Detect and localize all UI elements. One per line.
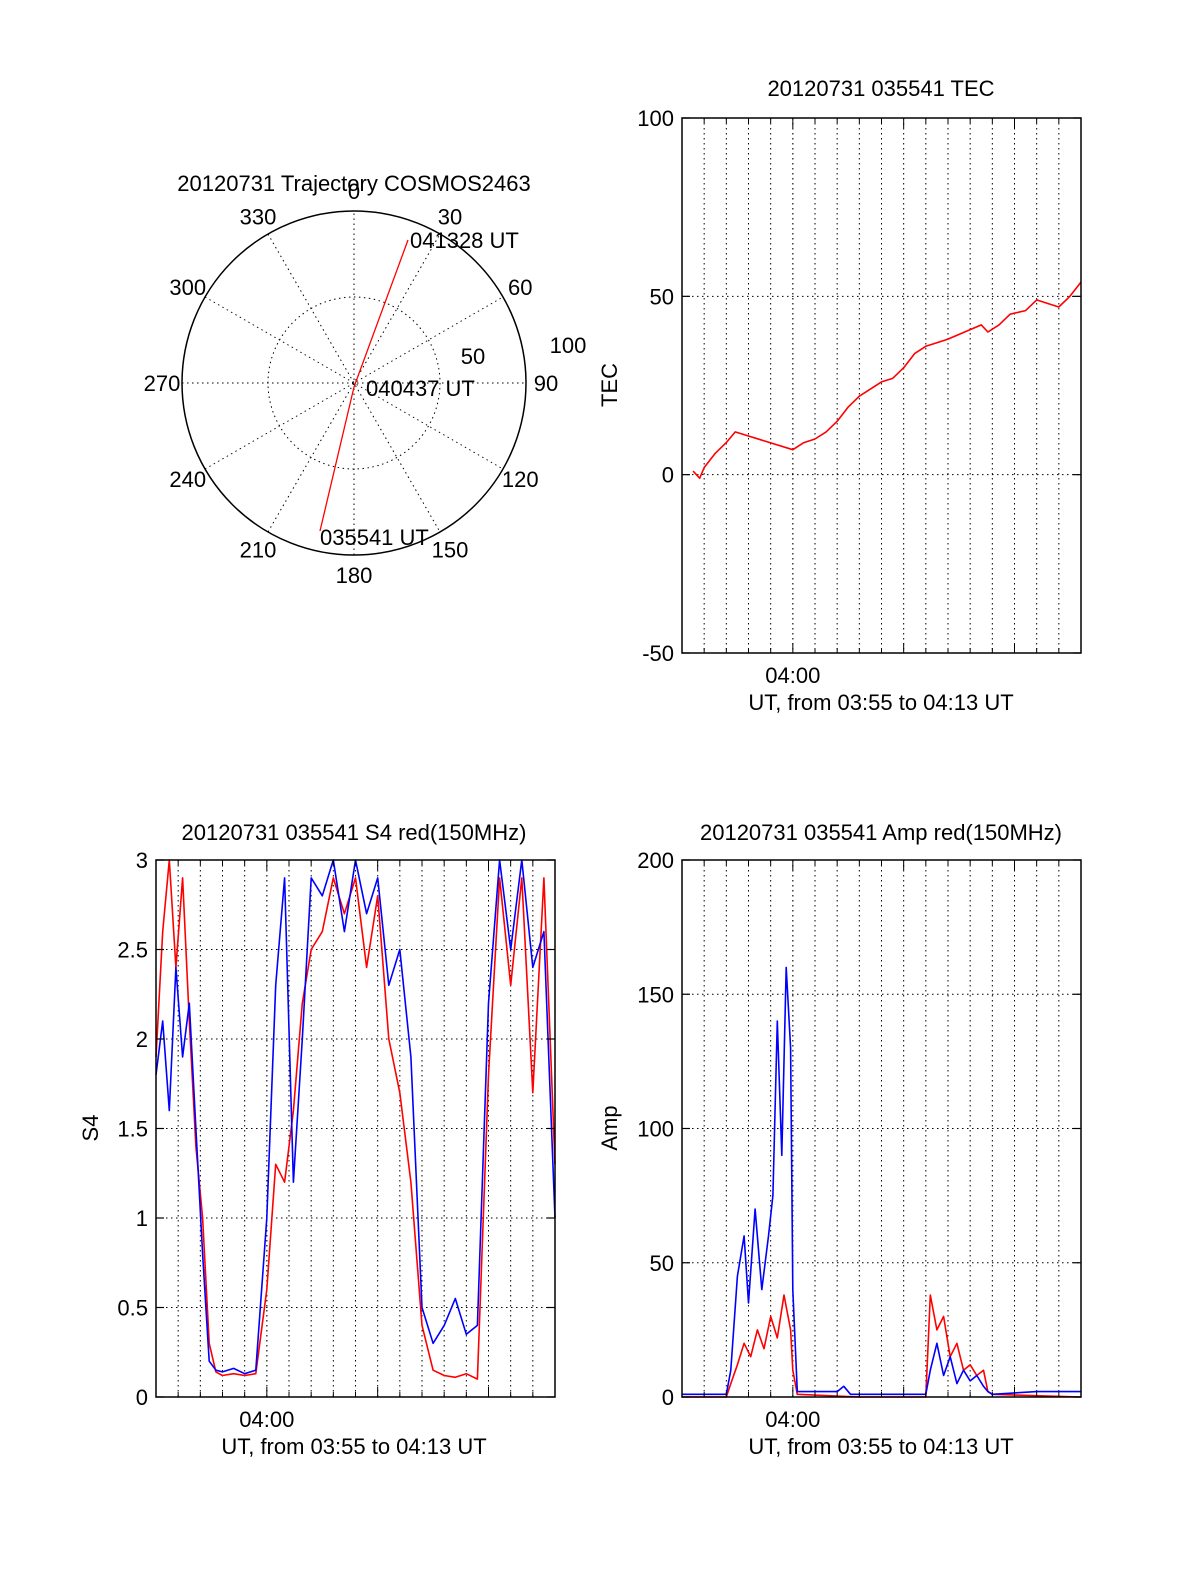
amp-series-0-line [682,1294,1082,1398]
s4-ytick-label-6: 3 [136,848,148,873]
amp-title: 20120731 035541 Amp red(150MHz) [700,820,1062,845]
amp-xlabel: UT, from 03:55 to 04:13 UT [748,1434,1013,1459]
s4-series [155,859,556,1380]
tec-series [692,281,1082,480]
amp-ytick-label-0: 0 [662,1385,674,1410]
s4-ytick-label-2: 1 [136,1206,148,1231]
polar-azimuth-label-0: 0 [348,179,360,204]
polar-title: 20120731 Trajectory COSMOS2463 [177,171,530,196]
polar-azimuth-label-240: 240 [169,467,206,492]
s4-ytick-label-4: 2 [136,1027,148,1052]
polar-plot: 20120731 Trajectory COSMOS2463 0 30 60 90 12… [144,171,587,588]
s4-ytick-label-1: 0.5 [117,1296,148,1321]
polar-azimuth-label-150: 150 [432,537,469,562]
amp-ytick-label-2: 100 [637,1117,674,1142]
tec-xtick-label-0: 04:00 [765,663,820,688]
tec-grid [682,118,1081,653]
s4-series-1-line [155,859,556,1375]
amp-panel: 20120731 035541 Amp red(150MHz) 0 50 100 15… [597,820,1082,1459]
s4-xtick-label-0: 04:00 [239,1407,294,1432]
polar-azimuth-label-90: 90 [534,371,558,396]
polar-azimuth-label-120: 120 [502,467,539,492]
track-label-start: 035541 UT [320,525,429,550]
s4-grid [156,860,555,1397]
tec-ytick-label-0: -50 [642,641,674,666]
amp-ytick-label-1: 50 [650,1251,674,1276]
s4-xlabel: UT, from 03:55 to 04:13 UT [221,1434,486,1459]
tec-ytick-label-2: 50 [650,284,674,309]
satellite-track [319,239,409,532]
s4-ytick-label-0: 0 [136,1385,148,1410]
tec-ticks: -50 0 50 100 04:00 [637,106,1081,688]
s4-ytick-label-5: 2.5 [117,938,148,963]
polar-ring-label-100: 100 [550,333,587,358]
s4-title: 20120731 035541 S4 red(150MHz) [182,820,527,845]
amp-ytick-label-4: 200 [637,848,674,873]
amp-xtick-label-0: 04:00 [765,1407,820,1432]
tec-ylabel: TEC [597,363,622,407]
tec-xlabel: UT, from 03:55 to 04:13 UT [748,690,1013,715]
polar-azimuth-label-330: 330 [240,205,277,230]
s4-series-0-line [155,859,556,1380]
tec-ytick-label-3: 100 [637,106,674,131]
polar-azimuth-label-60: 60 [508,275,532,300]
s4-panel: 20120731 035541 S4 red(150MHz) 0 0.5 1 1.5 2… [78,820,556,1459]
polar-azimuth-label-180: 180 [336,563,373,588]
track-label-mid: 040437 UT [366,376,475,401]
s4-ticks: 0 0.5 1 1.5 2 2.5 3 04:00 [117,848,555,1432]
tec-panel: 20120731 035541 TEC -50 0 50 100 04:00 TEC U… [597,76,1082,715]
polar-azimuth-label-270: 270 [144,371,181,396]
amp-ytick-label-3: 150 [637,982,674,1007]
amp-ticks: 0 50 100 150 200 04:00 [637,848,1081,1432]
polar-azimuth-label-30: 30 [438,205,462,230]
polar-azimuth-label-210: 210 [240,537,277,562]
track-label-end: 041328 UT [410,228,519,253]
amp-series-1-line [682,966,1081,1396]
s4-ytick-label-3: 1.5 [117,1117,148,1142]
amp-ylabel: Amp [597,1105,622,1150]
tec-ytick-label-1: 0 [662,463,674,488]
polar-ring-label-50: 50 [461,344,485,369]
amp-grid [682,860,1081,1397]
tec-title: 20120731 035541 TEC [767,76,994,101]
amp-series [682,966,1082,1398]
polar-azimuth-labels: 0 30 60 90 120 150 180 210 240 270 300 330 [144,179,559,588]
s4-ylabel: S4 [78,1115,103,1142]
polar-azimuth-label-300: 300 [169,275,206,300]
polar-inner-ring [267,296,441,470]
tec-series-0-line [692,281,1082,480]
